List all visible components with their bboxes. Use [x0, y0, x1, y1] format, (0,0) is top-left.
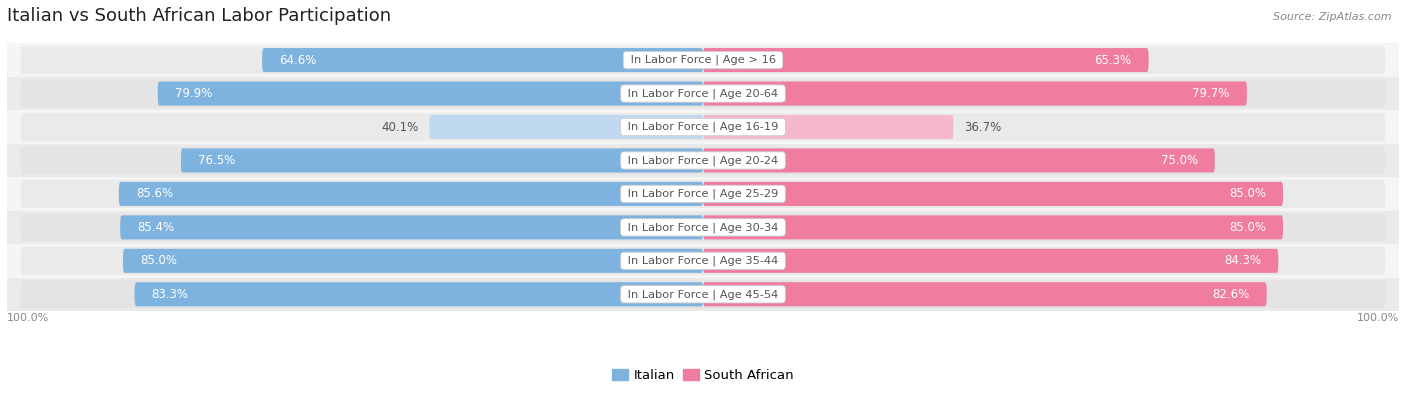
FancyBboxPatch shape: [21, 79, 1385, 107]
FancyBboxPatch shape: [703, 282, 1267, 307]
FancyBboxPatch shape: [157, 81, 703, 105]
FancyBboxPatch shape: [181, 149, 703, 173]
Legend: Italian, South African: Italian, South African: [607, 364, 799, 387]
FancyBboxPatch shape: [7, 278, 1399, 311]
FancyBboxPatch shape: [21, 147, 1385, 175]
FancyBboxPatch shape: [703, 149, 1215, 173]
Text: 79.7%: 79.7%: [1192, 87, 1230, 100]
Text: 65.3%: 65.3%: [1094, 54, 1132, 67]
Text: 76.5%: 76.5%: [198, 154, 235, 167]
FancyBboxPatch shape: [262, 48, 703, 72]
FancyBboxPatch shape: [7, 77, 1399, 110]
Text: 100.0%: 100.0%: [7, 313, 49, 324]
FancyBboxPatch shape: [21, 213, 1385, 241]
FancyBboxPatch shape: [21, 46, 1385, 74]
Text: 64.6%: 64.6%: [280, 54, 316, 67]
Text: 79.9%: 79.9%: [174, 87, 212, 100]
Text: In Labor Force | Age > 16: In Labor Force | Age > 16: [627, 55, 779, 65]
FancyBboxPatch shape: [7, 144, 1399, 177]
Text: In Labor Force | Age 30-34: In Labor Force | Age 30-34: [624, 222, 782, 233]
Text: In Labor Force | Age 20-24: In Labor Force | Age 20-24: [624, 155, 782, 166]
FancyBboxPatch shape: [7, 43, 1399, 77]
FancyBboxPatch shape: [21, 247, 1385, 275]
FancyBboxPatch shape: [120, 182, 703, 206]
Text: 85.4%: 85.4%: [138, 221, 174, 234]
Text: In Labor Force | Age 35-44: In Labor Force | Age 35-44: [624, 256, 782, 266]
Text: 85.0%: 85.0%: [1229, 187, 1265, 200]
Text: In Labor Force | Age 45-54: In Labor Force | Age 45-54: [624, 289, 782, 299]
Text: 85.0%: 85.0%: [1229, 221, 1265, 234]
FancyBboxPatch shape: [122, 249, 703, 273]
FancyBboxPatch shape: [429, 115, 703, 139]
FancyBboxPatch shape: [7, 177, 1399, 211]
Text: 40.1%: 40.1%: [382, 120, 419, 134]
Text: In Labor Force | Age 16-19: In Labor Force | Age 16-19: [624, 122, 782, 132]
Text: Source: ZipAtlas.com: Source: ZipAtlas.com: [1274, 12, 1392, 22]
FancyBboxPatch shape: [703, 215, 1284, 239]
Text: In Labor Force | Age 20-64: In Labor Force | Age 20-64: [624, 88, 782, 99]
Text: 82.6%: 82.6%: [1212, 288, 1250, 301]
Text: 83.3%: 83.3%: [152, 288, 188, 301]
Text: 75.0%: 75.0%: [1160, 154, 1198, 167]
FancyBboxPatch shape: [21, 180, 1385, 208]
FancyBboxPatch shape: [703, 249, 1278, 273]
FancyBboxPatch shape: [7, 211, 1399, 244]
Text: 100.0%: 100.0%: [1357, 313, 1399, 324]
Text: 36.7%: 36.7%: [963, 120, 1001, 134]
FancyBboxPatch shape: [7, 110, 1399, 144]
FancyBboxPatch shape: [703, 48, 1149, 72]
Text: 85.0%: 85.0%: [141, 254, 177, 267]
Text: Italian vs South African Labor Participation: Italian vs South African Labor Participa…: [7, 7, 391, 25]
Text: 84.3%: 84.3%: [1225, 254, 1261, 267]
Text: In Labor Force | Age 25-29: In Labor Force | Age 25-29: [624, 189, 782, 199]
Text: 85.6%: 85.6%: [136, 187, 173, 200]
FancyBboxPatch shape: [21, 280, 1385, 308]
FancyBboxPatch shape: [7, 244, 1399, 278]
FancyBboxPatch shape: [703, 182, 1284, 206]
FancyBboxPatch shape: [703, 81, 1247, 105]
FancyBboxPatch shape: [21, 113, 1385, 141]
FancyBboxPatch shape: [121, 215, 703, 239]
FancyBboxPatch shape: [703, 115, 953, 139]
FancyBboxPatch shape: [135, 282, 703, 307]
